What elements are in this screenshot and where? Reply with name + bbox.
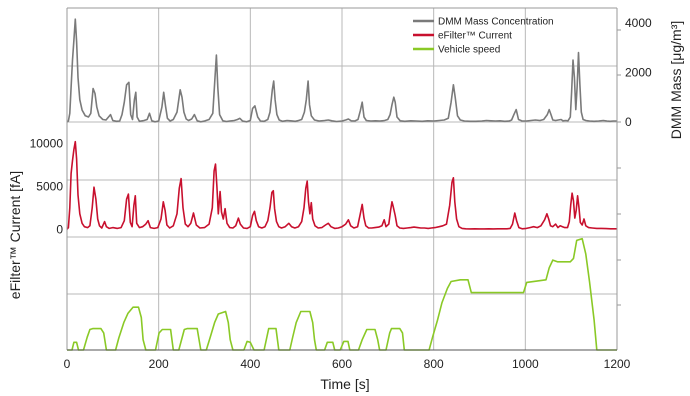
series-dmm-mass-concentration <box>66 18 617 123</box>
y-right-tick-label: 2000 <box>625 65 652 79</box>
legend-label: Vehicle speed <box>438 45 500 56</box>
x-tick-label: 1200 <box>604 357 631 371</box>
legend: DMM Mass Concentration eFilter™ Current Ve… <box>413 17 554 56</box>
legend-label: DMM Mass Concentration <box>438 17 554 28</box>
axes <box>66 7 621 351</box>
series-layer <box>66 18 617 351</box>
x-tick-label: 200 <box>149 357 169 371</box>
legend-label: eFilter™ Current <box>438 31 512 42</box>
y-axis-left-title: eFilter™ Current [fA] <box>7 171 23 299</box>
series-efilter-current <box>66 140 617 230</box>
x-tick-label: 800 <box>424 357 444 371</box>
y-left-tick-label: 5000 <box>36 179 63 193</box>
y-axis-right-title: DMM Mass [μg/m³] <box>668 21 684 140</box>
y-right-tick-label: 0 <box>625 115 632 129</box>
x-tick-label: 600 <box>332 357 352 371</box>
y-left-tick-label: 10000 <box>30 136 64 150</box>
x-tick-label: 1000 <box>512 357 539 371</box>
x-axis-title: Time [s] <box>320 376 369 392</box>
y-right-tick-label: 4000 <box>625 16 652 30</box>
x-tick-label: 400 <box>240 357 260 371</box>
x-tick-label: 0 <box>64 357 71 371</box>
grid <box>67 8 617 350</box>
y-left-tick-label: 0 <box>56 222 63 236</box>
tick-labels: 0 200 400 600 800 1000 1200 0 5000 10000 0 2000 4000 <box>30 16 652 371</box>
series-vehicle-speed <box>67 237 617 351</box>
